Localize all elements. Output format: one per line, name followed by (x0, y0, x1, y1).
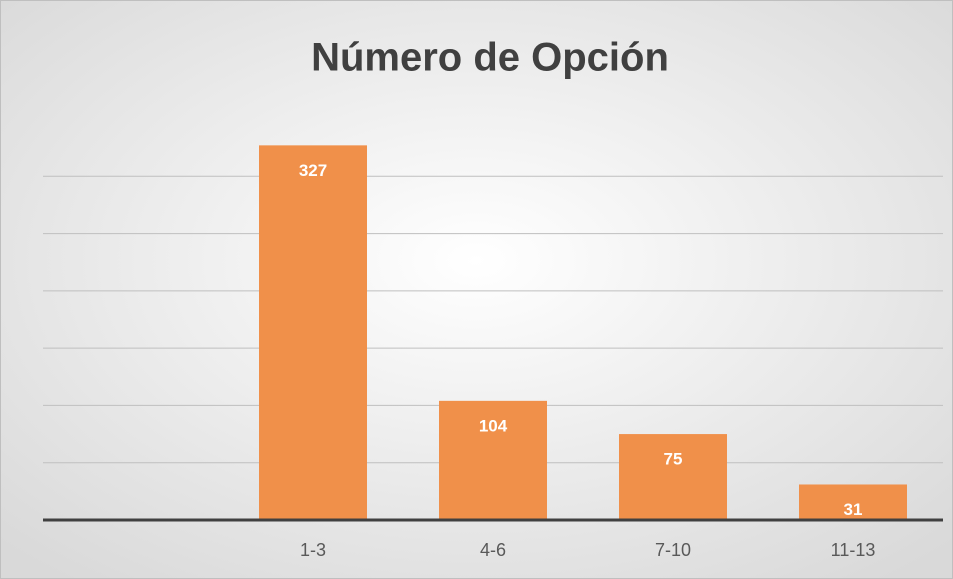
data-label: 104 (479, 416, 508, 435)
x-tick-label: 4-6 (480, 540, 506, 560)
bar (259, 145, 367, 520)
x-tick-label: 7-10 (655, 540, 691, 560)
bar (439, 400, 547, 520)
bar (799, 484, 907, 520)
chart-title: Número de Opción (311, 36, 669, 80)
data-label: 31 (844, 500, 863, 519)
x-tick-label: 11-13 (831, 540, 876, 560)
data-label: 327 (299, 161, 327, 180)
bar (619, 434, 727, 520)
x-tick-label: 1-3 (300, 540, 326, 560)
data-label: 75 (664, 450, 683, 469)
